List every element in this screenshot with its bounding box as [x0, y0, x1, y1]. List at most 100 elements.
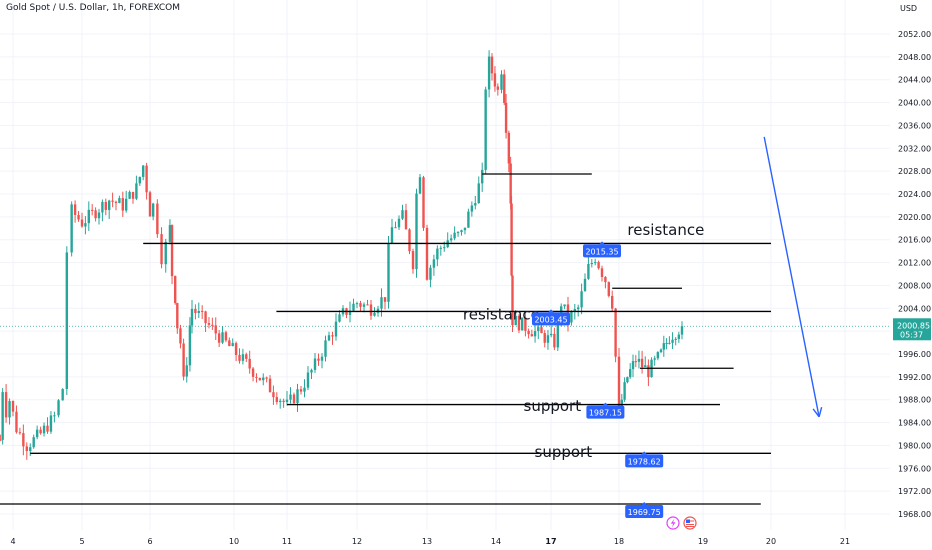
candle-body — [640, 358, 644, 367]
candle-body — [577, 307, 580, 310]
candle-body — [443, 247, 446, 249]
time-tick-label: 5 — [79, 537, 84, 546]
price-badge-pointer — [548, 309, 554, 313]
price-badge-pointer — [599, 241, 605, 245]
candle-body — [87, 209, 90, 224]
price-badge-box — [586, 405, 625, 419]
candle-body — [537, 327, 540, 332]
candle-body — [251, 368, 255, 377]
price-tick-label: 2004.00 — [898, 304, 931, 313]
candle-body — [355, 303, 359, 305]
candle-body — [35, 429, 39, 438]
candle-body — [135, 183, 138, 199]
candle-body — [61, 389, 64, 401]
trend-arrow-shaft[interactable] — [763, 136, 820, 417]
candle-body — [114, 201, 118, 204]
candle-body — [520, 317, 524, 331]
event-icons — [666, 516, 697, 530]
candle-body — [553, 333, 556, 348]
candle-body — [623, 382, 626, 400]
candle-body — [182, 343, 185, 377]
candle-body — [674, 338, 677, 340]
candle-body — [453, 232, 456, 239]
price-badge-pointer — [641, 451, 648, 455]
candle-body — [415, 193, 418, 270]
price-tick-label: 1968.00 — [898, 510, 931, 519]
time-tick-label: 17 — [545, 537, 556, 546]
candle-body — [179, 328, 182, 344]
price-tick-label: 1976.00 — [898, 464, 931, 473]
candle-body — [0, 439, 2, 441]
price-badge[interactable]: 2003.45 — [532, 309, 570, 326]
candle-body — [174, 276, 177, 304]
us-flag-canton — [686, 519, 690, 523]
current-price-badge[interactable] — [893, 318, 931, 341]
price-axis: 1968.00 1972.00 1976.00 1980.00 1984.00 1988.… — [893, 30, 931, 519]
price-tick-label: 1992.00 — [898, 373, 931, 382]
candle-body — [484, 89, 487, 170]
candle-body — [15, 411, 18, 433]
candle-body — [272, 392, 275, 398]
price-badge[interactable]: 2015.35 — [583, 241, 621, 258]
candle-body — [73, 204, 77, 216]
candle-body — [190, 308, 194, 326]
candle-body — [248, 358, 251, 369]
candle-body — [194, 308, 197, 314]
price-badge[interactable]: 1987.15 — [586, 402, 625, 419]
price-tick-label: 2036.00 — [898, 121, 931, 130]
candle-body — [282, 400, 285, 403]
price-badge-box — [532, 312, 570, 326]
candle-body — [310, 369, 313, 373]
candle-body — [449, 238, 453, 241]
candle-body — [429, 267, 432, 280]
candle-body — [352, 303, 355, 311]
price-badge[interactable]: 1969.75 — [625, 502, 664, 518]
candle-body — [504, 102, 508, 133]
price-tick-label: 2008.00 — [898, 281, 931, 290]
time-tick-label: 10 — [229, 537, 239, 546]
candle-body — [125, 198, 128, 211]
candle-body — [647, 365, 650, 378]
candle-body — [383, 297, 387, 302]
candle-body — [334, 321, 338, 337]
candle-body — [292, 394, 296, 404]
candle-body — [101, 201, 104, 213]
candle-body — [168, 225, 172, 242]
price-badge-value: 1987.15 — [589, 409, 622, 418]
time-tick-label: 19 — [698, 537, 708, 546]
price-tick-label: 2020.00 — [898, 213, 931, 222]
candle-body — [493, 73, 497, 87]
candle-body — [296, 389, 299, 404]
price-badge[interactable]: 1978.62 — [625, 451, 664, 468]
candle-body — [131, 191, 135, 199]
candle-body — [463, 227, 467, 231]
price-tick-label: 1972.00 — [898, 487, 931, 496]
candle-body — [156, 203, 159, 235]
candle-body — [359, 303, 362, 307]
candle-body — [607, 282, 610, 296]
trend-arrow-head — [818, 407, 823, 418]
candle-body — [549, 333, 553, 336]
candle-body — [560, 306, 563, 319]
candle-body — [556, 318, 559, 348]
candle-body — [299, 389, 303, 392]
candle-body — [546, 335, 550, 343]
candle-body — [436, 248, 439, 260]
candle-body — [397, 218, 401, 228]
candle-body — [1, 392, 4, 440]
time-axis: 4 5 6 10 11 12 13 14 17 18 19 20 21 — [10, 537, 850, 546]
price-tick-label: 1984.00 — [898, 419, 931, 428]
time-tick-label: 20 — [766, 537, 776, 546]
candle-body — [188, 325, 192, 366]
candle-body — [142, 165, 145, 177]
price-badge-value: 2015.35 — [585, 247, 618, 256]
candle-body — [211, 324, 214, 326]
price-tick-label: 1996.00 — [898, 350, 931, 359]
candle-body — [432, 259, 436, 268]
candle-body — [533, 331, 537, 337]
candle-body — [204, 311, 207, 324]
symbol-title: Gold Spot / U.S. Dollar, 1h, FOREXCOM — [6, 3, 181, 13]
candle-body — [197, 310, 200, 314]
candle-body — [57, 400, 60, 416]
